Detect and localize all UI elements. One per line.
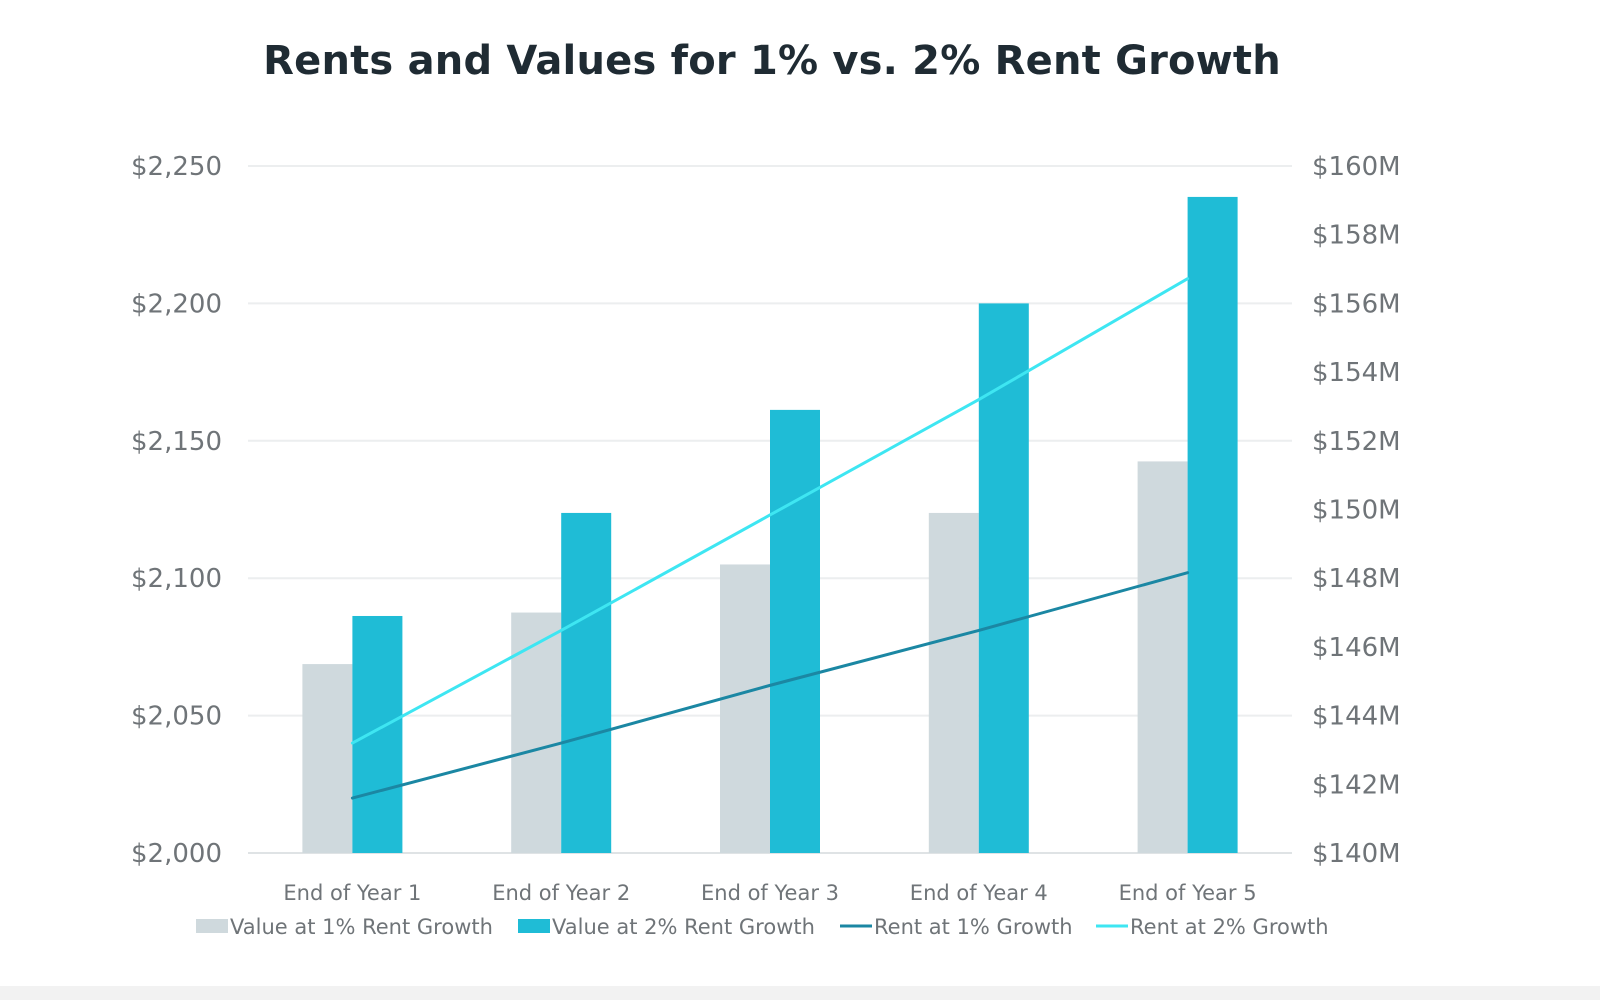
- chart-title: Rents and Values for 1% vs. 2% Rent Grow…: [263, 38, 1281, 84]
- right-tick-label: $152M: [1312, 427, 1401, 457]
- bar-2: [352, 615, 403, 853]
- left-tick-label: $2,050: [131, 702, 222, 732]
- right-tick-label: $146M: [1312, 633, 1401, 663]
- category-label: End of Year 1: [283, 881, 421, 905]
- left-tick-label: $2,150: [131, 427, 222, 457]
- category-axis: End of Year 1 End of Year 2 End of Year 3 E…: [283, 881, 1256, 905]
- left-tick-label: $2,200: [131, 289, 222, 319]
- bar-2: [770, 409, 820, 853]
- right-tick-label: $140M: [1312, 839, 1401, 869]
- right-axis: $140M $142M $144M $146M $148M $150M $152M $154M…: [1312, 152, 1401, 869]
- right-tick-label: $158M: [1312, 221, 1401, 251]
- right-tick-label: $160M: [1312, 152, 1401, 182]
- right-tick-label: $142M: [1312, 770, 1401, 800]
- bottom-strip: [0, 986, 1600, 1000]
- category-label: End of Year 2: [492, 881, 630, 905]
- right-tick-label: $144M: [1312, 702, 1401, 732]
- left-tick-label: $2,100: [131, 564, 222, 594]
- right-tick-label: $150M: [1312, 496, 1401, 526]
- legend: Value at 1% Rent Growth Value at 2% Rent …: [196, 915, 1329, 939]
- bar-2: [1187, 196, 1238, 854]
- series-lines: [350, 277, 1190, 800]
- legend-label: Rent at 1% Growth: [874, 915, 1073, 939]
- bar-1: [511, 612, 562, 853]
- right-tick-label: $148M: [1312, 564, 1401, 594]
- bar-1: [1137, 461, 1188, 853]
- bar-1: [720, 564, 770, 853]
- category-label: End of Year 3: [701, 881, 839, 905]
- right-tick-label: $154M: [1312, 358, 1401, 388]
- category-label: End of Year 4: [910, 881, 1048, 905]
- left-tick-label: $2,000: [131, 839, 222, 869]
- bar-2: [561, 512, 612, 853]
- legend-label: Rent at 2% Growth: [1130, 915, 1329, 939]
- line-series-1: [350, 571, 1190, 800]
- legend-swatch: [196, 919, 228, 933]
- legend-swatch: [518, 919, 550, 933]
- legend-label: Value at 1% Rent Growth: [230, 915, 493, 939]
- category-label: End of Year 5: [1119, 881, 1257, 905]
- bar-1: [928, 512, 979, 853]
- line-series-2: [350, 277, 1190, 745]
- bar-1: [302, 664, 353, 853]
- left-axis: $2,000 $2,050 $2,100 $2,150 $2,200 $2,250: [131, 152, 222, 869]
- legend-label: Value at 2% Rent Growth: [552, 915, 815, 939]
- left-tick-label: $2,250: [131, 152, 222, 182]
- bars: [302, 196, 1238, 854]
- right-tick-label: $156M: [1312, 289, 1401, 319]
